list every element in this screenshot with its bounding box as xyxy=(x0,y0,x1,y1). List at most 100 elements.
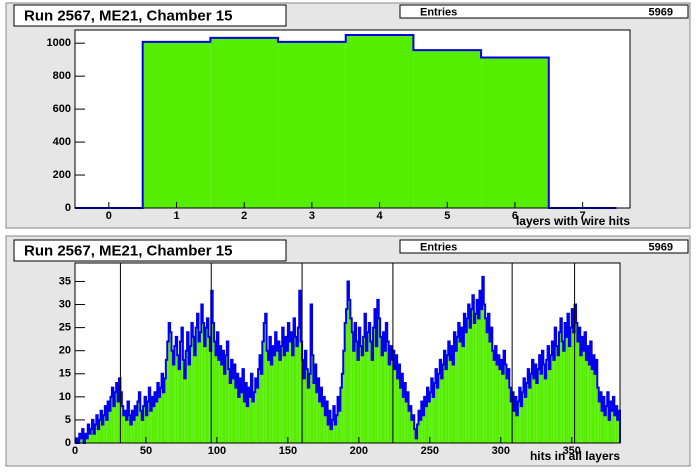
bin xyxy=(588,364,591,443)
bin xyxy=(141,419,144,443)
bin xyxy=(408,410,410,443)
bin xyxy=(127,401,129,443)
bin xyxy=(347,281,349,443)
y-tick-label: 400 xyxy=(53,136,71,148)
bin xyxy=(228,369,230,443)
bin xyxy=(101,424,104,443)
x-tick-label: 350 xyxy=(563,445,581,457)
bin xyxy=(505,364,507,443)
bin xyxy=(131,410,134,443)
bin xyxy=(493,359,496,443)
chart-title: Run 2567, ME21, Chamber 15 xyxy=(24,242,232,259)
bin xyxy=(317,378,320,443)
bin xyxy=(246,406,249,443)
bin xyxy=(296,346,298,443)
y-tick-label: 20 xyxy=(59,345,71,357)
bin xyxy=(86,438,88,443)
bin xyxy=(435,369,437,443)
bin xyxy=(506,378,508,443)
bin xyxy=(221,364,223,443)
bin xyxy=(330,429,332,443)
bin xyxy=(585,359,588,443)
bin xyxy=(241,392,243,443)
bin xyxy=(517,401,520,443)
bin xyxy=(476,299,479,443)
bin xyxy=(80,438,83,443)
bin xyxy=(530,373,533,443)
bin xyxy=(539,355,541,443)
x-tick-label: 1 xyxy=(173,210,179,222)
bin xyxy=(558,332,561,443)
x-tick-label: 0 xyxy=(106,210,112,222)
bin xyxy=(344,323,347,443)
bin xyxy=(458,323,460,443)
bin xyxy=(280,346,283,443)
bin xyxy=(357,359,359,443)
bin xyxy=(208,336,210,443)
bin xyxy=(449,359,452,443)
bin xyxy=(541,350,544,443)
bin xyxy=(130,424,132,443)
bin xyxy=(316,392,318,443)
bin xyxy=(110,396,112,443)
bin xyxy=(492,350,494,443)
bin xyxy=(336,415,338,443)
x-tick-label: 200 xyxy=(350,445,368,457)
bin xyxy=(385,323,388,443)
bin xyxy=(401,373,403,443)
bin xyxy=(202,323,205,443)
bin xyxy=(573,332,575,443)
bin xyxy=(265,313,267,443)
y-tick-label: 15 xyxy=(59,368,71,380)
bin xyxy=(536,383,538,443)
bin xyxy=(377,299,379,443)
bin xyxy=(214,341,216,443)
bin xyxy=(104,406,107,443)
bin xyxy=(137,401,139,443)
bin xyxy=(394,369,396,443)
bin xyxy=(563,350,565,443)
bin xyxy=(263,323,266,443)
y-tick-label: 10 xyxy=(59,391,71,403)
bin xyxy=(231,359,233,443)
bin xyxy=(364,313,366,443)
bin xyxy=(285,336,287,443)
bin xyxy=(591,369,594,443)
x-tick-label: 300 xyxy=(492,445,510,457)
bin xyxy=(140,410,142,443)
bin xyxy=(272,346,274,443)
bin xyxy=(143,406,145,443)
bin xyxy=(431,378,433,443)
bin xyxy=(567,313,569,443)
bin xyxy=(340,387,342,443)
bin xyxy=(338,410,341,443)
bin xyxy=(266,350,269,443)
bin xyxy=(199,332,202,443)
bin xyxy=(479,290,481,443)
bin xyxy=(182,359,185,443)
bin xyxy=(600,392,602,443)
bin xyxy=(232,378,234,443)
bin xyxy=(516,415,518,443)
bin xyxy=(120,392,122,443)
bin xyxy=(238,396,240,443)
bin xyxy=(570,327,572,443)
bin xyxy=(409,406,412,443)
bin xyxy=(277,341,280,443)
bin xyxy=(526,383,528,443)
bin xyxy=(337,396,339,443)
bin xyxy=(278,41,346,208)
y-tick-label: 0 xyxy=(65,202,71,214)
bin xyxy=(341,373,344,443)
bin xyxy=(113,406,115,443)
y-tick-label: 25 xyxy=(59,322,71,334)
bin xyxy=(546,359,548,443)
bin xyxy=(605,406,608,443)
bin xyxy=(300,341,303,443)
bin xyxy=(593,355,595,443)
bin xyxy=(496,364,498,443)
bin xyxy=(597,387,599,443)
bin xyxy=(363,336,365,443)
bin xyxy=(446,355,449,443)
bin xyxy=(154,392,156,443)
